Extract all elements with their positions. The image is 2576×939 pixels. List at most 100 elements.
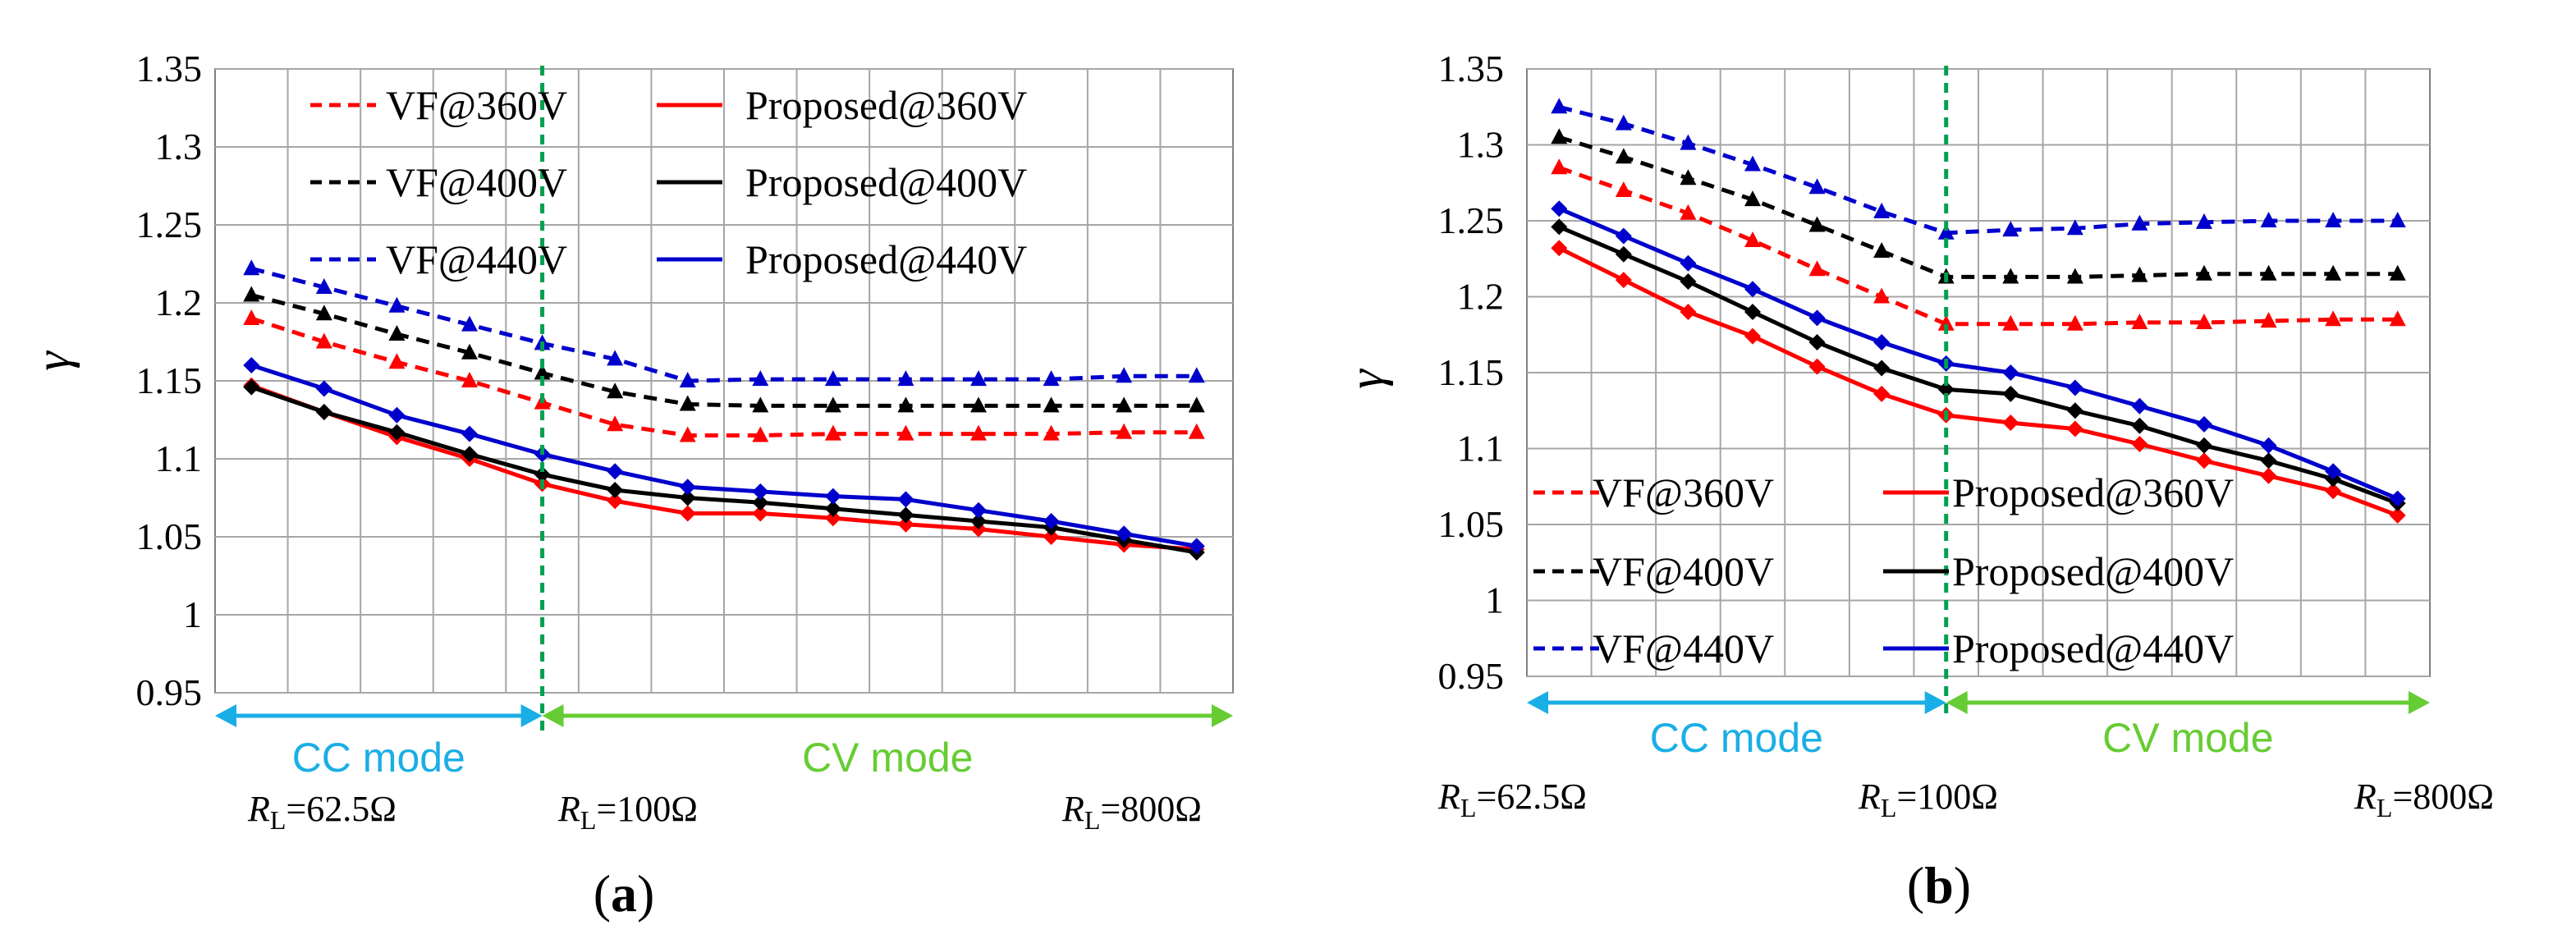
y-tick-label: 1.1 — [1457, 428, 1505, 470]
data-point-triangle — [1873, 202, 1891, 218]
y-tick-label: 1.3 — [155, 126, 203, 167]
data-point-triangle — [970, 424, 987, 441]
chart-panel-b: 0.95 1 1.05 1.1 1.15 1.2 1.25 1.3 1.35 γ VF@360V Pr… — [1339, 48, 2494, 914]
data-point-diamond — [2002, 415, 2019, 432]
data-point-diamond — [824, 500, 841, 517]
y-tick-label: 1.15 — [136, 360, 203, 401]
data-point-triangle — [607, 382, 624, 399]
data-point-triangle — [1808, 260, 1826, 277]
y-tick-label: 1 — [183, 593, 202, 635]
data-point-triangle — [461, 315, 478, 332]
y-tick-label: 1.3 — [1457, 124, 1505, 166]
data-point-triangle — [1116, 396, 1133, 413]
data-point-diamond — [607, 492, 624, 510]
data-point-triangle — [1680, 169, 1697, 186]
legend-label: Proposed@360V — [745, 82, 1027, 128]
data-point-triangle — [2325, 212, 2342, 227]
data-point-triangle — [897, 424, 914, 441]
data-point-diamond — [1808, 358, 1826, 375]
data-point-triangle — [607, 350, 624, 366]
legend-label: Proposed@440V — [1952, 625, 2234, 671]
data-point-triangle — [2066, 314, 2083, 331]
cv-mode-label: CV mode — [802, 735, 973, 781]
data-point-diamond — [679, 505, 696, 522]
data-point-diamond — [2196, 437, 2212, 454]
data-point-diamond — [1043, 529, 1060, 545]
data-point-triangle — [315, 278, 332, 294]
data-point-triangle — [607, 415, 624, 432]
data-point-triangle — [388, 296, 406, 313]
y-tick-label: 1.25 — [1438, 199, 1505, 241]
data-point-diamond — [752, 494, 769, 511]
data-point-triangle — [1551, 128, 1568, 144]
data-point-triangle — [752, 396, 769, 413]
data-point-diamond — [2325, 483, 2342, 500]
data-point-diamond — [1043, 513, 1060, 529]
cv-mode-label: CV mode — [2102, 715, 2273, 761]
data-point-diamond — [824, 510, 841, 527]
data-point-triangle — [461, 343, 478, 360]
cv-arrowhead-left — [542, 704, 564, 727]
legend-label: Proposed@440V — [745, 236, 1027, 282]
data-point-diamond — [1744, 328, 1761, 345]
data-point-diamond — [2389, 506, 2406, 524]
data-point-triangle — [388, 325, 406, 341]
data-point-triangle — [1615, 181, 1632, 197]
series-line-Proposed@360V — [250, 383, 1197, 552]
rl-label: RL=62.5Ω — [247, 789, 396, 835]
data-point-triangle — [1937, 223, 1955, 240]
series-line-VF@440V — [250, 266, 1197, 383]
data-point-diamond — [897, 491, 914, 508]
y-tick-label: 1.05 — [1438, 503, 1505, 545]
data-point-triangle — [1808, 178, 1826, 195]
data-point-diamond — [2066, 420, 2083, 437]
data-point-diamond — [897, 515, 914, 533]
data-point-diamond — [607, 482, 624, 498]
data-point-triangle — [679, 372, 696, 387]
data-point-diamond — [1744, 281, 1761, 298]
y-tick-label: 0.95 — [1438, 655, 1505, 697]
data-point-triangle — [2260, 312, 2277, 328]
legend-label: Proposed@360V — [1952, 470, 2234, 515]
data-point-triangle — [1551, 98, 1568, 114]
data-point-triangle — [1615, 114, 1632, 131]
data-point-triangle — [2196, 313, 2212, 329]
legend-label: Proposed@400V — [1952, 548, 2234, 594]
data-point-triangle — [970, 396, 987, 413]
data-point-triangle — [388, 353, 406, 369]
y-tick-label: 1.35 — [136, 48, 203, 89]
data-point-triangle — [2389, 212, 2406, 227]
legend-label: VF@440V — [1593, 625, 1774, 671]
data-point-triangle — [1873, 287, 1891, 304]
data-point-triangle — [1043, 370, 1060, 387]
data-point-diamond — [1680, 273, 1697, 290]
data-point-triangle — [1188, 396, 1205, 413]
legend-label: VF@400V — [1593, 548, 1774, 594]
data-point-diamond — [1680, 254, 1697, 272]
data-point-triangle — [2131, 313, 2148, 329]
legend-label: VF@360V — [1593, 470, 1774, 515]
series-line-Proposed@440V — [250, 363, 1198, 548]
data-point-diamond — [2325, 463, 2342, 480]
data-point-triangle — [2002, 314, 2019, 331]
data-point-diamond — [2260, 467, 2277, 484]
data-point-triangle — [897, 396, 914, 413]
data-point-triangle — [2196, 213, 2212, 229]
data-point-diamond — [679, 479, 696, 496]
cc-arrowhead-left — [215, 704, 236, 727]
data-point-triangle — [2325, 264, 2342, 281]
legend-label: VF@360V — [386, 82, 567, 128]
cv-arrowhead-right — [2409, 691, 2430, 714]
data-point-triangle — [824, 396, 841, 413]
data-point-triangle — [1680, 134, 1697, 150]
data-point-triangle — [2325, 310, 2342, 327]
data-point-triangle — [970, 370, 987, 387]
cc-arrowhead-right — [520, 704, 543, 727]
y-axis-label: γ — [1339, 369, 1393, 389]
data-point-triangle — [1043, 396, 1060, 413]
data-point-triangle — [243, 286, 260, 302]
data-point-diamond — [2066, 402, 2083, 419]
data-point-diamond — [1551, 200, 1568, 218]
panel-label: (a) — [594, 864, 655, 923]
rl-label: RL=800Ω — [1061, 789, 1202, 835]
